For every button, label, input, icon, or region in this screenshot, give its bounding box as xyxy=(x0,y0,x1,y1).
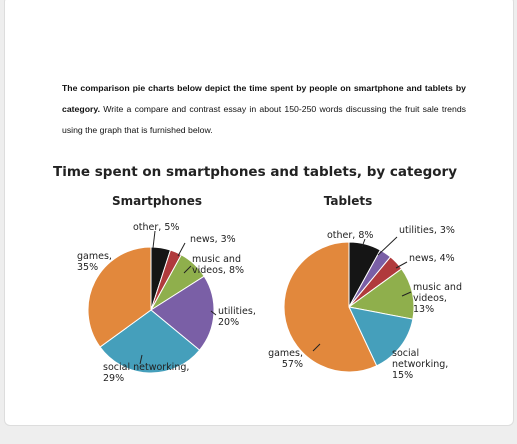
slice-label-line: 35% xyxy=(77,262,98,273)
slice-label-line: networking, xyxy=(392,359,448,370)
slice-label-line: news, 3% xyxy=(190,234,236,245)
leader-line xyxy=(401,291,412,297)
slice-label: other, 5% xyxy=(133,222,179,233)
slice-label-line: other, 8% xyxy=(327,230,373,241)
slice-label: games, 57% xyxy=(268,348,303,370)
slice-label: other, 8% xyxy=(327,230,373,241)
slice-label-line: videos, xyxy=(413,293,447,304)
slice-label-line: games, xyxy=(77,251,112,262)
leader-line xyxy=(139,354,143,365)
slice-label: utilities, 3% xyxy=(399,225,455,236)
slice-label: news, 3% xyxy=(190,234,236,245)
slice-label-line: music and xyxy=(192,254,241,265)
pie-slice xyxy=(150,275,215,351)
leader-line xyxy=(361,238,366,248)
leader-line xyxy=(395,261,408,269)
slice-label: social networking, 29% xyxy=(103,362,189,384)
slice-label-line: news, 4% xyxy=(409,253,455,264)
leader-line xyxy=(210,310,217,316)
pie-slice xyxy=(348,306,414,367)
slice-label: news, 4% xyxy=(409,253,455,264)
leader-line xyxy=(377,236,398,256)
slice-label: music and videos, 13% xyxy=(413,282,462,315)
pie-slice xyxy=(99,309,201,374)
prompt: The comparison pie charts below depict t… xyxy=(62,78,466,141)
slice-label-line: 20% xyxy=(218,317,239,328)
slice-label-line: 29% xyxy=(103,373,124,384)
slice-label-line: other, 5% xyxy=(133,222,179,233)
card xyxy=(4,0,514,426)
leader-line xyxy=(312,343,321,352)
chart-title: Tablets xyxy=(324,194,372,208)
slice-label: social networking, 15% xyxy=(392,348,448,381)
slice-label-line: utilities, 3% xyxy=(399,225,455,236)
slice-label-line: music and xyxy=(413,282,462,293)
pie-slice xyxy=(283,241,378,373)
slice-label-line: videos, 8% xyxy=(192,265,244,276)
slice-label-line: 57% xyxy=(282,359,303,370)
slice-label-line: social networking, xyxy=(103,362,189,373)
leader-line xyxy=(152,230,156,249)
slice-label: games, 35% xyxy=(77,251,112,273)
prompt-text: Write a compare and contrast essay in ab… xyxy=(62,104,466,135)
slice-label: music and videos, 8% xyxy=(192,254,244,276)
slice-label-line: games, xyxy=(268,348,303,359)
chart-title: Smartphones xyxy=(112,194,202,208)
leader-line xyxy=(177,242,186,257)
slice-label-line: utilities, xyxy=(218,306,256,317)
slice-label-line: 13% xyxy=(413,304,434,315)
pie-slice xyxy=(87,246,152,348)
leader-line xyxy=(183,265,192,274)
slice-label-line: social xyxy=(392,348,419,359)
slice-label: utilities, 20% xyxy=(218,306,256,328)
slice-label-line: 15% xyxy=(392,370,413,381)
figure-title: Time spent on smartphones and tablets, b… xyxy=(53,164,457,180)
prompt-bold: The comparison pie charts below depict t… xyxy=(62,83,466,114)
